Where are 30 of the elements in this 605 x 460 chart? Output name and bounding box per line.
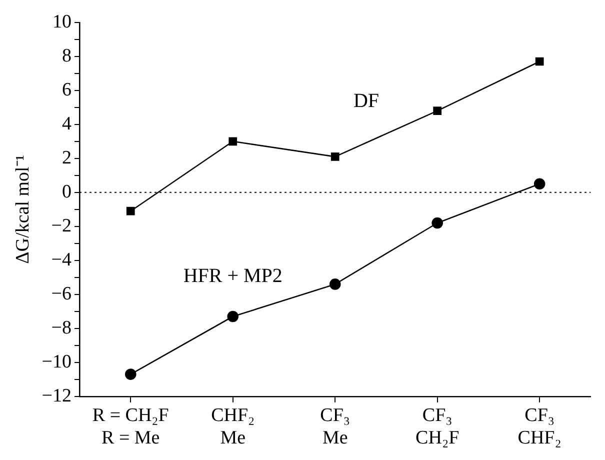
point — [535, 57, 544, 66]
y-tick-label: 2 — [62, 147, 72, 168]
y-tick-label: −4 — [51, 249, 72, 270]
y-tick-label: −12 — [42, 385, 72, 406]
point — [433, 106, 442, 115]
point — [432, 217, 443, 229]
x-tick-label: CF₃ CHF₂ — [518, 404, 562, 449]
series-label: HFR + MP2 — [183, 264, 282, 287]
y-tick-label: −8 — [51, 317, 72, 338]
x-tick-label: R = CH₂F R = Me — [92, 404, 169, 449]
point — [126, 206, 135, 216]
point — [124, 368, 136, 380]
y-tick-label: −6 — [51, 283, 72, 304]
point — [228, 137, 238, 146]
x-tick-label: CF₃ CH₂F — [416, 404, 460, 449]
y-axis-title: ΔG/kcal mol⁻¹ — [12, 154, 34, 264]
y-tick-label: 4 — [62, 113, 72, 134]
y-tick-label: 6 — [62, 79, 72, 100]
series-label: DF — [353, 90, 380, 112]
y-tick-label: 0 — [62, 181, 72, 202]
point — [534, 178, 546, 190]
y-tick-label: 10 — [52, 11, 72, 32]
point — [227, 310, 239, 322]
x-tick-label: CHF₂ Me — [211, 404, 255, 449]
x-tick-label: CF₃ Me — [320, 404, 350, 449]
y-tick-label: 8 — [62, 45, 72, 66]
point — [329, 278, 341, 290]
y-tick-label: −10 — [42, 351, 72, 372]
point — [330, 152, 340, 161]
y-tick-label: −2 — [51, 215, 72, 236]
